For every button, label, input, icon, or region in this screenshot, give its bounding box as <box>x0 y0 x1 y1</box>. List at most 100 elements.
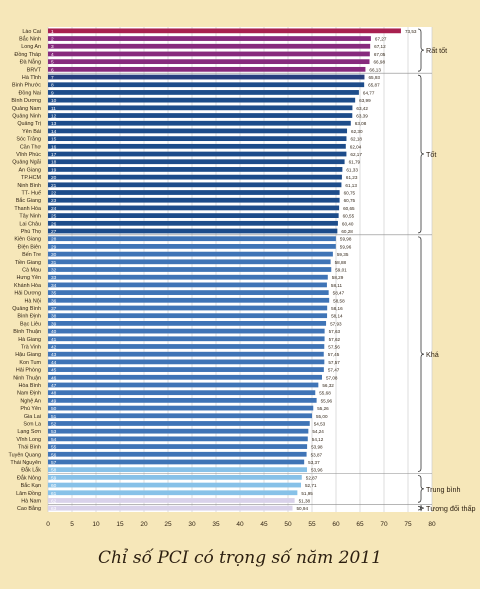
category-label: Điện Biên <box>18 244 41 250</box>
category-label: Quảng Ninh <box>12 114 41 120</box>
category-label: Sóc Trăng <box>16 137 41 143</box>
rank-label: 33 <box>51 275 57 281</box>
group-label: Tốt <box>426 150 436 159</box>
bar <box>48 159 345 165</box>
rank-label: 58 <box>51 468 57 474</box>
value-label: 57,57 <box>328 360 340 365</box>
value-label: 61,79 <box>349 160 361 165</box>
rank-label: 19 <box>51 167 57 173</box>
value-label: 64,77 <box>363 90 375 95</box>
bar <box>48 259 331 265</box>
category-label: Hà Giang <box>18 337 41 343</box>
value-label: 55,00 <box>316 414 328 419</box>
rank-label: 41 <box>51 337 57 343</box>
category-label: Quảng Trị <box>17 121 41 127</box>
rank-label: 4 <box>51 52 54 58</box>
category-label: Trà Vinh <box>21 344 41 350</box>
x-tick-label: 25 <box>164 521 172 528</box>
bar <box>48 267 332 272</box>
value-label: 63,99 <box>359 98 371 103</box>
x-tick-label: 40 <box>236 521 244 528</box>
value-label: 51,38 <box>299 498 311 503</box>
rank-label: 8 <box>51 83 54 89</box>
category-label: Hà Nam <box>21 498 41 504</box>
value-label: 67,27 <box>375 37 387 42</box>
value-label: 59,01 <box>335 268 347 273</box>
rank-label: 25 <box>51 214 57 220</box>
x-tick-label: 10 <box>92 521 100 528</box>
category-label: Hải Phòng <box>16 368 41 374</box>
category-label: Kon Tum <box>19 360 41 366</box>
value-label: 60,55 <box>343 214 355 219</box>
category-label: Quảng Nam <box>12 106 42 112</box>
category-label: Bình Thuận <box>13 329 41 335</box>
value-label: 57,08 <box>326 375 338 380</box>
value-label: 55,68 <box>319 391 331 396</box>
value-label: 58,29 <box>332 275 344 280</box>
value-label: 63,08 <box>355 121 367 126</box>
category-label: Vĩnh Phúc <box>16 152 41 158</box>
bar <box>48 236 336 242</box>
category-label: Hải Dương <box>14 291 41 297</box>
value-label: 60,75 <box>344 198 356 203</box>
bar <box>48 405 314 411</box>
category-label: Bình Định <box>17 314 41 320</box>
bar <box>48 374 322 380</box>
category-label: Bình Phước <box>12 83 41 89</box>
rank-label: 43 <box>51 352 57 358</box>
bar <box>48 321 327 326</box>
x-tick-label: 0 <box>46 521 50 528</box>
bar <box>48 105 353 111</box>
value-label: 65,87 <box>368 83 380 88</box>
rank-label: 47 <box>51 383 57 389</box>
bar <box>48 313 328 319</box>
category-label: Bắc Kạn <box>21 482 41 489</box>
value-label: 57,56 <box>328 344 340 349</box>
value-label: 60,40 <box>342 221 354 226</box>
value-label: 67,05 <box>374 52 386 57</box>
rank-label: 42 <box>51 344 57 350</box>
rank-label: 22 <box>51 191 57 197</box>
bar <box>48 43 371 49</box>
bar <box>48 167 343 172</box>
value-label: 54,12 <box>312 437 324 442</box>
category-label: Cà Mau <box>22 268 41 274</box>
value-label: 58,16 <box>331 306 343 311</box>
rank-label: 50 <box>51 406 57 412</box>
category-label: Tiền Giang <box>15 260 41 266</box>
category-label: An Giang <box>19 167 41 173</box>
value-label: 53,98 <box>311 445 323 450</box>
rank-label: 2 <box>51 37 54 43</box>
value-label: 59,35 <box>337 252 349 257</box>
bar <box>48 367 324 372</box>
category-label: Đắk Lắk <box>21 467 41 474</box>
value-label: 57,62 <box>329 337 341 342</box>
value-label: 61,23 <box>346 175 358 180</box>
rank-label: 32 <box>51 268 57 274</box>
value-label: 62,30 <box>351 129 363 134</box>
category-label: Phú Yên <box>20 406 41 412</box>
category-label: Quảng Bình <box>12 306 41 312</box>
value-label: 57,93 <box>330 321 342 326</box>
category-label: Tây Ninh <box>19 214 41 220</box>
category-label: Quảng Ngãi <box>12 160 41 166</box>
group-bracket <box>417 505 425 512</box>
value-label: 57,45 <box>328 352 340 357</box>
category-label: Khánh Hòa <box>14 283 41 289</box>
x-tick-label: 15 <box>116 521 124 528</box>
bar <box>48 28 401 34</box>
bar <box>48 205 340 211</box>
category-label: Hà Tĩnh <box>22 75 41 81</box>
value-label: 54,24 <box>312 429 324 434</box>
rank-label: 37 <box>51 306 57 312</box>
x-tick-label: 80 <box>428 521 436 528</box>
category-label: Lào Cai <box>22 29 41 35</box>
rank-label: 55 <box>51 445 57 451</box>
category-label: Đắk Nông <box>17 474 41 481</box>
bar <box>48 459 305 465</box>
category-label: Đồng Tháp <box>14 52 41 58</box>
rank-label: 5 <box>51 60 54 66</box>
rank-label: 63 <box>51 506 57 512</box>
rank-label: 3 <box>51 44 54 50</box>
category-label: Bến Tre <box>22 252 41 258</box>
